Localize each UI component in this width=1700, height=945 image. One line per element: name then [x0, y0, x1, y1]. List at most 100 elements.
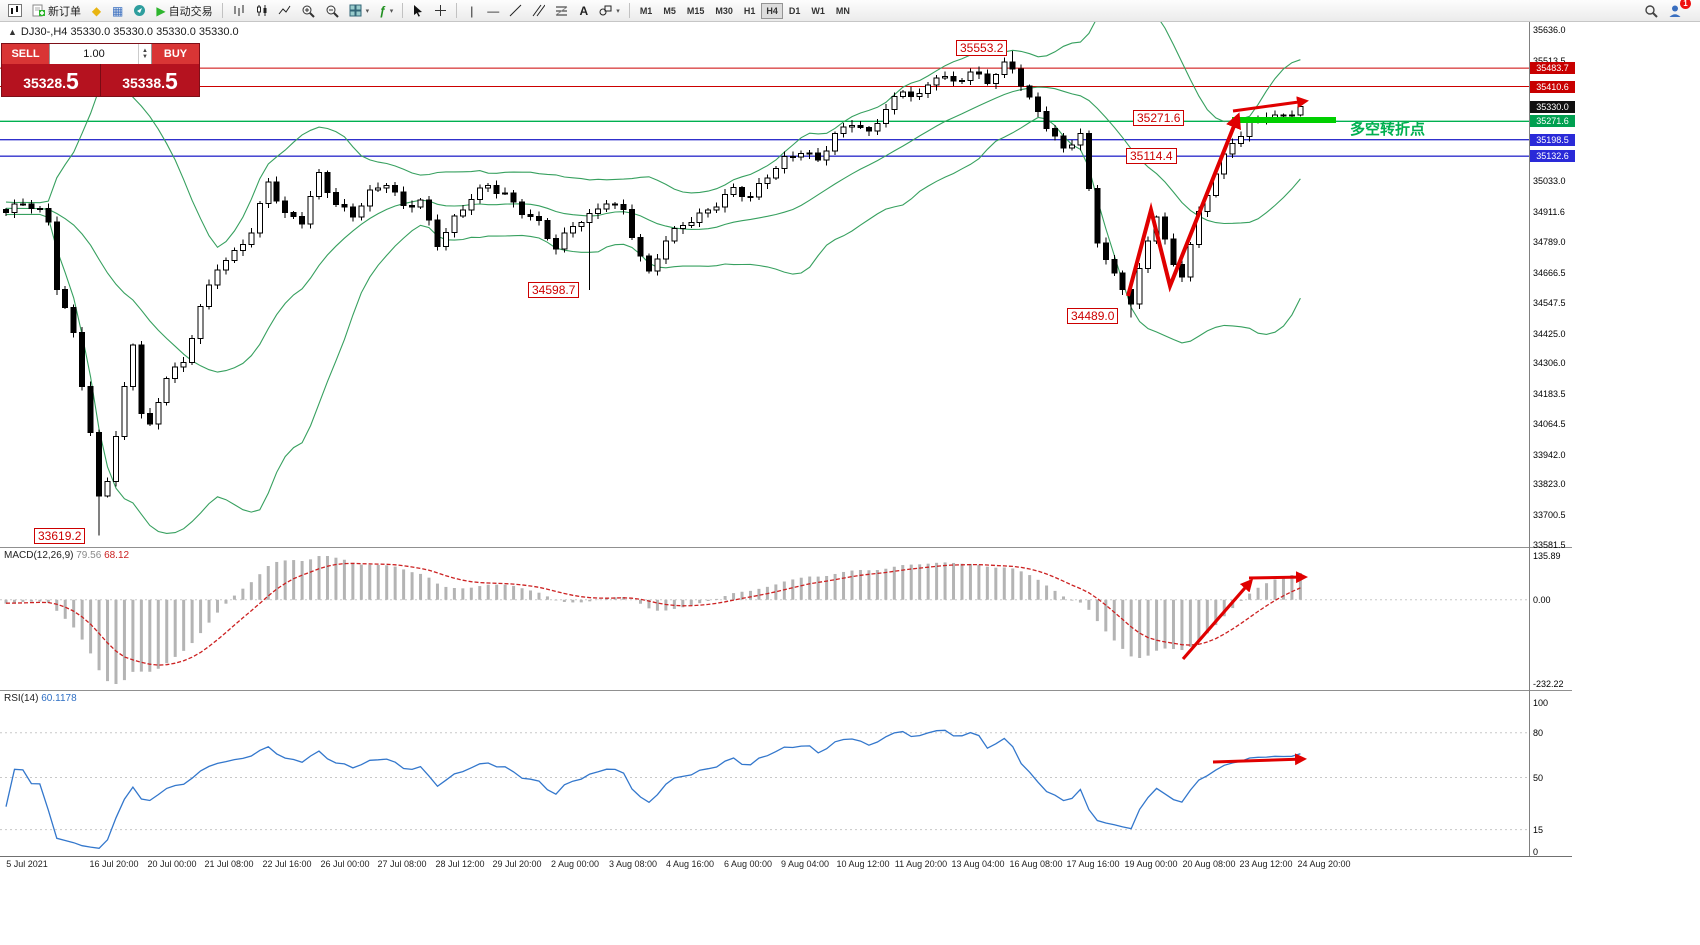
- data-window-icon[interactable]: ▦: [112, 3, 124, 18]
- time-axis-label: 6 Aug 00:00: [723, 859, 773, 869]
- price-axis-value: 34789.0: [1533, 237, 1566, 248]
- market-watch-icon[interactable]: ◆: [91, 3, 102, 18]
- time-axis-label: 20 Jul 00:00: [147, 859, 197, 869]
- timeframe-group: M1 M5 M15 M30 H1 H4 D1 W1 MN: [635, 2, 855, 19]
- navigator-icon[interactable]: [129, 1, 150, 20]
- zoom-out-icon[interactable]: [321, 1, 343, 20]
- rsi-label: RSI(14) 60.1178: [4, 693, 77, 704]
- time-axis-label: 2 Aug 00:00: [550, 859, 600, 869]
- rsi-layer: [0, 729, 1529, 849]
- notifications-button[interactable]: 1: [1664, 0, 1691, 20]
- crosshair-tool-icon[interactable]: [430, 1, 451, 20]
- channel-tool-icon[interactable]: [528, 1, 549, 20]
- price-badge: 35483.7: [1530, 62, 1575, 75]
- price-axis-value: 33942.0: [1533, 449, 1566, 460]
- trendline-tool-icon[interactable]: [505, 1, 526, 20]
- cursor-tool-icon[interactable]: [408, 1, 428, 20]
- time-axis-label: 3 Aug 08:00: [608, 859, 658, 869]
- price-badge: 35198.5: [1530, 133, 1575, 146]
- price-badge: 35271.6: [1530, 115, 1575, 128]
- volume-field[interactable]: 1.00 ▲ ▼: [49, 44, 152, 64]
- bar-chart-type-icon[interactable]: [228, 1, 249, 20]
- new-order-label: 新订单: [48, 5, 81, 18]
- indicators-icon[interactable]: ƒ ▾: [379, 3, 394, 18]
- search-icon[interactable]: [1640, 1, 1662, 20]
- buy-price[interactable]: 35338. 5: [122, 68, 178, 94]
- time-axis-label: 27 Jul 08:00: [377, 859, 427, 869]
- volume-stepper[interactable]: ▲ ▼: [138, 44, 151, 64]
- rsi-axis-value: 15: [1533, 824, 1544, 835]
- timeframe-m1[interactable]: M1: [639, 5, 653, 16]
- auto-trading-button[interactable]: ▶ 自动交易: [152, 1, 216, 20]
- time-axis-label: 16 Jul 20:00: [89, 859, 139, 869]
- price-callout[interactable]: 33619.2: [34, 528, 86, 544]
- price-callout[interactable]: 34489.0: [1067, 308, 1119, 324]
- symbol-ohlc-text: DJ30-,H4 35330.0 35330.0 35330.0 35330.0: [20, 26, 239, 38]
- new-order-icon: [32, 4, 45, 17]
- symbol-header: ▲ DJ30-,H4 35330.0 35330.0 35330.0 35330.…: [8, 26, 239, 38]
- time-axis-label: 21 Jul 08:00: [204, 859, 254, 869]
- fibonacci-tool-icon[interactable]: [551, 1, 572, 20]
- price-axis-value: 35636.0: [1533, 25, 1566, 35]
- timeframe-d1[interactable]: D1: [788, 5, 801, 16]
- line-chart-type-icon[interactable]: [274, 1, 295, 20]
- price-badge: 35410.6: [1530, 80, 1575, 93]
- sell-button[interactable]: SELL: [2, 44, 49, 64]
- rsi-axis-value: 80: [1533, 727, 1544, 738]
- price-badge: 35330.0: [1530, 100, 1575, 113]
- shapes-tool-icon[interactable]: ▾: [595, 1, 624, 20]
- oct-toggle-icon[interactable]: ▲: [8, 27, 17, 37]
- timeframe-h4[interactable]: H4: [761, 2, 783, 19]
- time-axis-label: 26 Jul 00:00: [320, 859, 370, 869]
- timeframe-mn[interactable]: MN: [835, 5, 850, 16]
- timeframe-w1[interactable]: W1: [811, 5, 825, 16]
- text-tool-icon[interactable]: A: [579, 3, 589, 18]
- notification-badge: 1: [1680, 0, 1691, 9]
- time-axis-label: 11 Aug 20:00: [894, 859, 948, 869]
- price-axis-value: 34064.5: [1533, 418, 1566, 429]
- separator: [628, 3, 630, 18]
- timeframe-h1[interactable]: H1: [743, 5, 756, 16]
- time-axis-label: 22 Jul 16:00: [262, 859, 312, 869]
- dropdown-caret-icon: ▾: [365, 7, 370, 15]
- time-axis-label: 13 Aug 04:00: [951, 859, 1005, 869]
- horizontal-line-tool-icon[interactable]: —: [487, 3, 500, 18]
- price-axis-value: 33700.5: [1533, 510, 1566, 521]
- time-axis-label: 4 Aug 16:00: [665, 859, 715, 869]
- time-axis-label: 28 Jul 12:00: [435, 859, 485, 869]
- time-axis-label: 19 Aug 00:00: [1124, 859, 1178, 869]
- zoom-in-icon[interactable]: [297, 1, 319, 20]
- user-icon: [1669, 5, 1681, 17]
- timeframe-m30[interactable]: M30: [715, 5, 733, 16]
- time-axis-label: 20 Aug 08:00: [1182, 859, 1236, 869]
- price-axis-value: 35033.0: [1533, 176, 1566, 187]
- dropdown-caret-icon: ▾: [616, 7, 620, 15]
- price-callout[interactable]: 35114.4: [1126, 148, 1177, 164]
- rsi-axis-value: 50: [1533, 772, 1544, 783]
- new-order-button[interactable]: 新订单: [28, 1, 85, 20]
- sell-price[interactable]: 35328. 5: [23, 68, 79, 94]
- price-callout[interactable]: 35271.6: [1133, 110, 1185, 126]
- chart-window-icon[interactable]: [4, 1, 26, 20]
- price-callout[interactable]: 35553.2: [956, 40, 1008, 56]
- time-axis-label: 9 Aug 04:00: [780, 859, 830, 869]
- time-axis-label: 24 Aug 20:00: [1297, 859, 1351, 869]
- timeframe-m5[interactable]: M5: [663, 5, 676, 16]
- auto-trading-label: 自动交易: [168, 5, 213, 18]
- macd-axis-value: 135.89: [1533, 551, 1561, 561]
- price-callout[interactable]: 34598.7: [528, 282, 580, 298]
- tile-windows-icon[interactable]: ▾: [345, 1, 374, 20]
- macd-label: MACD(12,26,9) 79.56 68.12: [4, 550, 130, 561]
- vertical-line-tool-icon[interactable]: |: [470, 3, 474, 18]
- buy-button[interactable]: BUY: [152, 44, 199, 64]
- rsi-axis-value: 100: [1533, 698, 1549, 708]
- annotation-note[interactable]: 多空转折点: [1350, 121, 1426, 138]
- price-axis-value: 34547.5: [1533, 297, 1566, 308]
- price-axis-value: 34666.5: [1533, 268, 1566, 279]
- candlestick-chart-type-icon[interactable]: [251, 1, 272, 20]
- price-axis-value: 35513.5: [1533, 55, 1566, 66]
- price-axis-value: 34306.0: [1533, 358, 1566, 369]
- timeframe-m15[interactable]: M15: [686, 5, 705, 16]
- dropdown-caret-icon: ▾: [389, 7, 394, 15]
